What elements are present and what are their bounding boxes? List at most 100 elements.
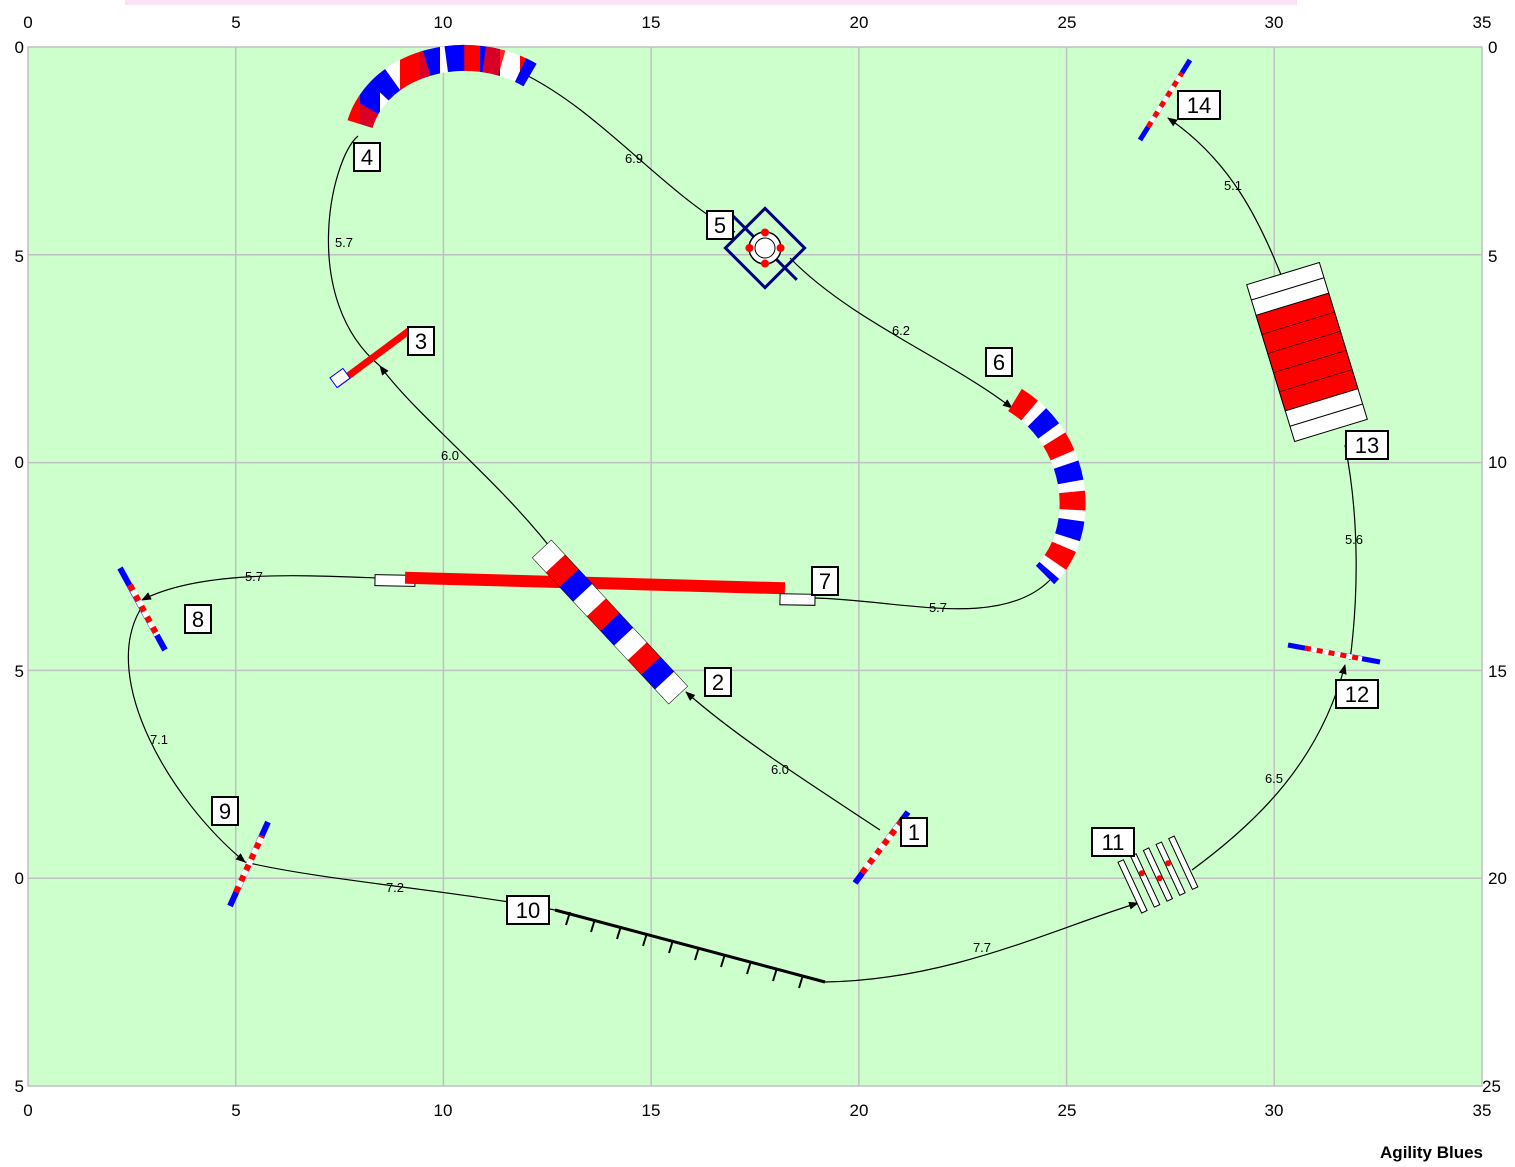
obstacle-number-14: 14 — [1177, 90, 1221, 120]
path-segment — [814, 579, 1051, 610]
distance-label: 6.5 — [1265, 771, 1283, 786]
distance-label: 5.1 — [1224, 178, 1242, 193]
path-segment — [685, 691, 881, 831]
obstacle-number-3: 3 — [407, 326, 435, 356]
path-segment — [824, 901, 1139, 983]
x-tick: 0 — [23, 13, 32, 32]
y-tick: 15 — [1488, 662, 1507, 681]
y-tick: 5 — [1488, 247, 1497, 266]
y-tick: 20 — [1488, 869, 1507, 888]
y-tick: 0 — [15, 38, 24, 57]
obstacle-number-10: 10 — [506, 895, 550, 925]
obstacle-number-13: 13 — [1345, 430, 1389, 460]
x-tick: 25 — [1058, 1101, 1077, 1120]
distance-label: 7.7 — [973, 940, 991, 955]
x-tick: 20 — [850, 1101, 869, 1120]
x-axis-top: 0 5 10 15 20 25 30 35 — [23, 13, 1491, 32]
y-tick: 0 — [15, 453, 24, 472]
x-tick: 15 — [642, 13, 661, 32]
obstacle-number-9: 9 — [211, 796, 239, 826]
distance-label: 5.7 — [335, 235, 353, 250]
jump-1 — [852, 810, 911, 885]
tunnel-2 — [531, 539, 689, 705]
x-tick: 5 — [231, 1101, 240, 1120]
obstacle-number-7: 7 — [811, 566, 839, 596]
y-tick: 25 — [1482, 1077, 1501, 1096]
y-tick: 0 — [15, 869, 24, 888]
svg-text:2: 2 — [712, 670, 724, 695]
y-tick: 0 — [1488, 38, 1497, 57]
path-segment — [789, 257, 1013, 409]
tunnel-4 — [347, 44, 537, 129]
x-tick: 10 — [434, 13, 453, 32]
svg-text:13: 13 — [1355, 433, 1379, 458]
distance-label: 5.6 — [1345, 532, 1363, 547]
path-segment — [327, 135, 381, 367]
distance-label: 6.0 — [441, 448, 459, 463]
svg-text:10: 10 — [516, 898, 540, 923]
dog-walk-7 — [374, 571, 816, 606]
broad-jump-11 — [1117, 835, 1199, 914]
path-segment — [379, 365, 561, 561]
x-tick: 30 — [1265, 13, 1284, 32]
jump-3 — [329, 327, 413, 389]
svg-text:14: 14 — [1187, 93, 1211, 118]
y-tick: 5 — [15, 662, 24, 681]
svg-text:7: 7 — [819, 569, 831, 594]
obstacle-number-4: 4 — [353, 142, 381, 172]
x-tick: 5 — [231, 13, 240, 32]
distance-label: 6.0 — [771, 762, 789, 777]
svg-text:11: 11 — [1102, 830, 1125, 855]
distance-label: 7.1 — [150, 732, 168, 747]
x-tick: 20 — [850, 13, 869, 32]
obstacle-number-12: 12 — [1335, 679, 1379, 709]
x-tick: 35 — [1473, 13, 1492, 32]
path-segment — [141, 575, 379, 601]
obstacle-number-2: 2 — [704, 667, 732, 697]
svg-text:4: 4 — [361, 145, 373, 170]
obstacle-number-6: 6 — [985, 347, 1013, 377]
svg-text:6: 6 — [993, 350, 1005, 375]
y-tick: 5 — [15, 247, 24, 266]
obstacle-number-11: 11 — [1091, 827, 1135, 857]
distance-label: 7.2 — [386, 880, 404, 895]
svg-text:9: 9 — [219, 799, 231, 824]
path-segment — [127, 609, 246, 863]
jump-12 — [1287, 642, 1381, 665]
svg-text:1: 1 — [908, 820, 920, 845]
distance-label: 5.7 — [245, 569, 263, 584]
y-axis-right: 0 5 10 15 20 25 — [1482, 38, 1507, 1096]
svg-text:5: 5 — [714, 213, 726, 238]
path-segment — [1344, 444, 1357, 661]
y-axis-left: 0 5 0 5 0 5 — [15, 38, 24, 1096]
svg-text:8: 8 — [192, 607, 204, 632]
a-frame-13 — [1246, 261, 1368, 443]
credit: Agility Blues — [1380, 1143, 1483, 1162]
weave-poles-10 — [554, 908, 826, 989]
x-tick: 15 — [642, 1101, 661, 1120]
obstacle-number-5: 5 — [706, 210, 734, 240]
x-tick: 30 — [1265, 1101, 1284, 1120]
tire-5 — [723, 206, 807, 290]
y-tick: 5 — [15, 1077, 24, 1096]
distance-label: 5.7 — [929, 600, 947, 615]
obstacle-number-1: 1 — [900, 817, 928, 847]
jump-9 — [227, 820, 271, 908]
jump-14 — [1137, 58, 1193, 142]
svg-text:3: 3 — [415, 329, 427, 354]
top-strip — [125, 0, 1297, 5]
field — [27, 46, 1483, 1087]
x-tick: 35 — [1473, 1101, 1492, 1120]
grid — [27, 46, 1483, 1087]
svg-text:12: 12 — [1345, 682, 1369, 707]
distance-label: 6.2 — [892, 323, 910, 338]
jump-8 — [117, 566, 168, 652]
y-tick: 10 — [1488, 453, 1507, 472]
distance-label: 6.9 — [625, 151, 643, 166]
obstacle-labels: 1 2 3 4 5 6 7 8 9 10 11 12 13 14 — [184, 90, 1389, 925]
path-segment — [1191, 664, 1347, 871]
course-map: 0 5 10 15 20 25 30 35 0 5 10 15 20 25 30… — [15, 13, 1507, 1120]
x-axis-bottom: 0 5 10 15 20 25 30 35 — [23, 1101, 1491, 1120]
distance-labels: 6.0 6.0 5.7 6.9 6.2 5.7 5.7 7.1 7.2 7.7 … — [150, 151, 1363, 955]
x-tick: 25 — [1058, 13, 1077, 32]
